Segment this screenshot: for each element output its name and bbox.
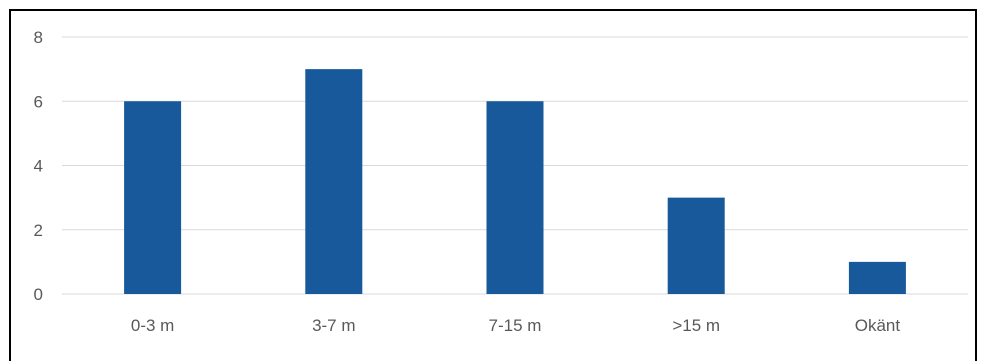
x-tick-label: Okänt bbox=[855, 316, 901, 335]
bar-chart: 0 2 4 6 8 0-3 m 3-7 m 7-15 m >15 m Okänt bbox=[34, 28, 968, 335]
y-axis-tick-labels: 0 2 4 6 8 bbox=[34, 28, 43, 304]
bar-2 bbox=[305, 69, 363, 294]
bars bbox=[124, 69, 906, 294]
bar-4 bbox=[667, 197, 725, 294]
y-tick-label: 4 bbox=[34, 157, 43, 176]
bar-5 bbox=[848, 261, 906, 294]
x-tick-label: 7-15 m bbox=[489, 316, 542, 335]
x-axis-tick-labels: 0-3 m 3-7 m 7-15 m >15 m Okänt bbox=[131, 316, 900, 335]
y-tick-label: 8 bbox=[34, 28, 43, 47]
x-tick-label: 0-3 m bbox=[131, 316, 174, 335]
x-tick-label: 3-7 m bbox=[312, 316, 355, 335]
y-tick-label: 2 bbox=[34, 221, 43, 240]
y-tick-label: 6 bbox=[34, 92, 43, 111]
y-tick-label: 0 bbox=[34, 285, 43, 304]
bar-3 bbox=[486, 101, 544, 294]
bar-1 bbox=[124, 101, 182, 294]
x-tick-label: >15 m bbox=[672, 316, 720, 335]
